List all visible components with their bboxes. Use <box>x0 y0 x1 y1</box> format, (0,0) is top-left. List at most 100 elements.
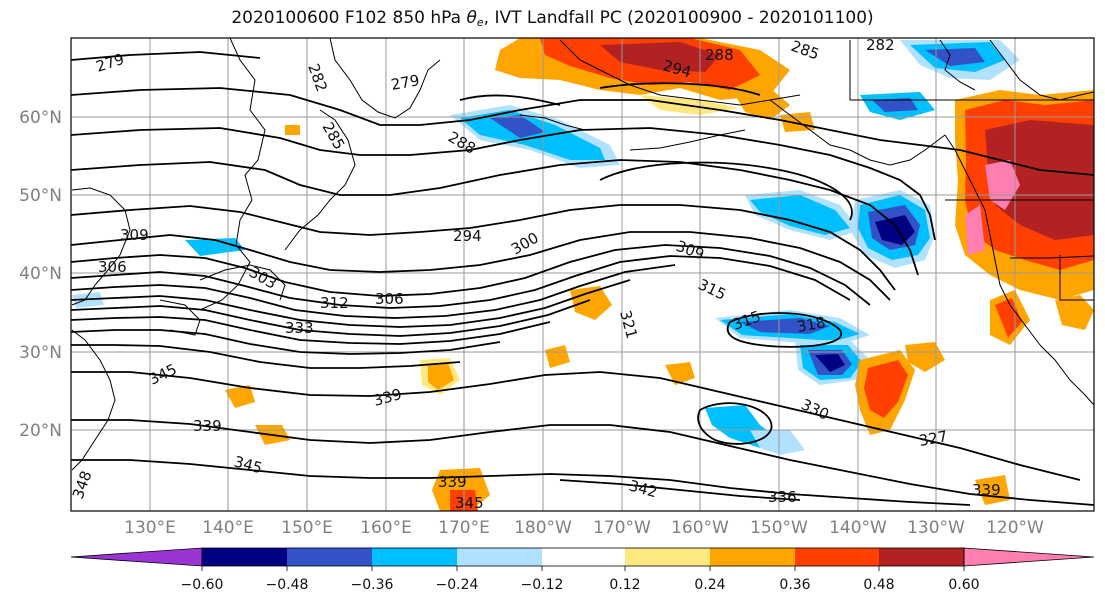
shade-orange <box>285 125 300 135</box>
theta-e-contours <box>71 51 1094 506</box>
shade-orange <box>665 362 695 385</box>
contour-label: 285 <box>319 119 349 153</box>
lon-label: 180°W <box>514 518 572 538</box>
title-prefix: 2020100600 F102 850 hPa <box>231 8 467 28</box>
colorbar-swatch <box>625 548 710 566</box>
shade-darkred <box>985 120 1094 240</box>
contour-label: 348 <box>69 468 96 501</box>
title-theta-subscript: e <box>476 16 484 29</box>
colorbar-swatch <box>710 548 795 566</box>
shade-orange <box>1055 295 1094 330</box>
contour-label: 294 <box>453 227 482 245</box>
shade-orange <box>428 363 454 390</box>
shade-orange <box>780 112 815 132</box>
lon-label: 140°E <box>202 518 254 538</box>
shade-navy <box>815 354 845 372</box>
colorbar-swatch <box>287 548 372 566</box>
contour-label: 282 <box>866 36 895 54</box>
colorbar-tick-label: −0.24 <box>436 577 479 593</box>
contour-label: 309 <box>120 226 149 244</box>
shade-red <box>864 360 908 418</box>
contour-label: 327 <box>918 427 949 450</box>
title-suffix: , IVT Landfall PC (2020100900 - 20201011… <box>483 8 874 28</box>
contour-label: 300 <box>508 229 542 259</box>
lon-label: 120°W <box>986 518 1044 538</box>
shade-blue <box>740 318 830 334</box>
lat-label: 20°N <box>19 421 62 441</box>
lon-label: 160°W <box>671 518 729 538</box>
colorbar-tick-label: 0.36 <box>779 577 810 593</box>
colorbar: −0.60 −0.48 −0.36 −0.24 −0.12 0.12 0.24 … <box>70 547 1095 593</box>
shade-orange <box>905 342 945 372</box>
contour-label: 339 <box>193 417 222 435</box>
colorbar-tick-labels: −0.60 −0.48 −0.36 −0.24 −0.12 0.12 0.24 … <box>181 577 980 593</box>
shade-pink <box>985 160 1020 210</box>
colorbar-extend-high <box>963 547 1095 567</box>
colorbar-extend-low <box>70 547 203 567</box>
shade-blue <box>872 98 918 112</box>
colorbar-tick-label: 0.24 <box>694 577 725 593</box>
latitude-labels: 60°N 50°N 40°N 30°N 20°N <box>19 108 62 441</box>
title-theta: θ <box>466 8 477 28</box>
contour-label: 345 <box>232 452 264 477</box>
lon-label: 150°W <box>750 518 808 538</box>
contour-label: 306 <box>375 290 404 308</box>
colorbar-swatch <box>879 548 964 566</box>
shade-blue <box>925 48 985 66</box>
contour-label: 339 <box>438 473 467 491</box>
contour-label: 288 <box>705 46 734 64</box>
contour-label: 321 <box>616 308 641 340</box>
colorbar-swatch <box>795 548 879 566</box>
contour-label: 342 <box>627 476 659 501</box>
lon-label: 160°E <box>360 518 412 538</box>
colorbar-swatch <box>542 548 625 566</box>
colorbar-tick-label: −0.36 <box>351 577 394 593</box>
colorbar-tick-label: −0.60 <box>181 577 224 593</box>
shade-navy <box>875 215 915 245</box>
contour-label: 318 <box>796 313 827 336</box>
contour-label: 345 <box>146 360 180 388</box>
shade-lightblue <box>750 430 805 455</box>
lon-label: 140°W <box>829 518 887 538</box>
lon-label: 150°E <box>281 518 333 538</box>
map-frame <box>70 37 1095 512</box>
colorbar-tick-label: −0.12 <box>521 577 564 593</box>
shade-orange <box>735 88 790 120</box>
contour-label: 339 <box>972 481 1001 499</box>
lat-label: 40°N <box>19 264 62 284</box>
shade-orange <box>545 345 570 368</box>
figure-title: 2020100600 F102 850 hPa θe, IVT Landfall… <box>0 8 1105 29</box>
contour-label: 333 <box>285 319 314 337</box>
lon-label: 130°W <box>907 518 965 538</box>
lat-label: 50°N <box>19 186 62 206</box>
colorbar-outline <box>201 547 965 567</box>
colorbar-swatch <box>457 548 542 566</box>
contour-label: 279 <box>390 71 421 94</box>
contour-label: 285 <box>789 37 822 64</box>
colorbar-swatch <box>202 548 287 566</box>
shade-orange <box>225 385 255 408</box>
colorbar-tick-label: 0.12 <box>609 577 640 593</box>
colorbar-tick-label: −0.48 <box>266 577 309 593</box>
coastlines <box>71 38 1094 471</box>
shade-orange <box>570 286 612 320</box>
contour-label: 309 <box>674 237 707 264</box>
shade-cyan <box>750 195 850 235</box>
contour-label: 306 <box>98 258 127 276</box>
contour-label: 282 <box>304 61 331 94</box>
shade-cyan <box>185 238 245 256</box>
longitude-labels: 130°E 140°E 150°E 160°E 170°E 180°W 170°… <box>124 518 1044 538</box>
contour-label: 345 <box>455 494 484 512</box>
lon-label: 170°W <box>593 518 651 538</box>
colorbar-tick-label: 0.60 <box>948 577 979 593</box>
lat-label: 30°N <box>19 343 62 363</box>
shade-blue <box>490 115 545 138</box>
contour-label: 336 <box>768 488 797 506</box>
colorbar-ticks <box>201 566 965 571</box>
contour-label: 339 <box>371 385 403 410</box>
colorbar-swatch <box>372 548 457 566</box>
colorbar-tick-label: 0.48 <box>863 577 894 593</box>
contour-label: 330 <box>798 395 832 423</box>
